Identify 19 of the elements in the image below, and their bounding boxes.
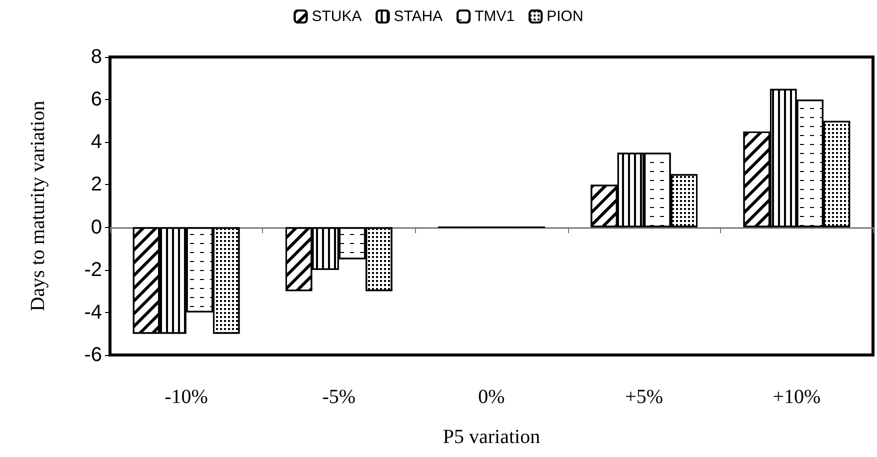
y-tick-label: -4: [84, 301, 102, 324]
x-tick-label: +10%: [772, 386, 821, 408]
y-axis-title: Days to maturity variation: [27, 100, 49, 312]
y-tick-label: 8: [90, 46, 102, 68]
legend-label: STUKA: [312, 8, 362, 25]
y-tick-label: 2: [90, 174, 102, 196]
x-tick-label: +5%: [625, 386, 664, 408]
legend-label: TMV1: [474, 8, 515, 25]
x-axis-title: P5 variation: [442, 426, 540, 448]
legend-label: PION: [546, 8, 584, 25]
y-tick-label: -2: [84, 258, 102, 281]
y-tick-label: -6: [84, 344, 102, 366]
y-tick-label: 4: [90, 131, 102, 154]
y-tick-label: 6: [90, 88, 102, 111]
y-tick-label: 0: [90, 216, 102, 238]
x-tick-label: -10%: [164, 386, 208, 408]
legend-label: STAHA: [394, 8, 443, 25]
x-tick-label: -5%: [322, 386, 356, 408]
x-tick-label: 0%: [478, 386, 505, 408]
